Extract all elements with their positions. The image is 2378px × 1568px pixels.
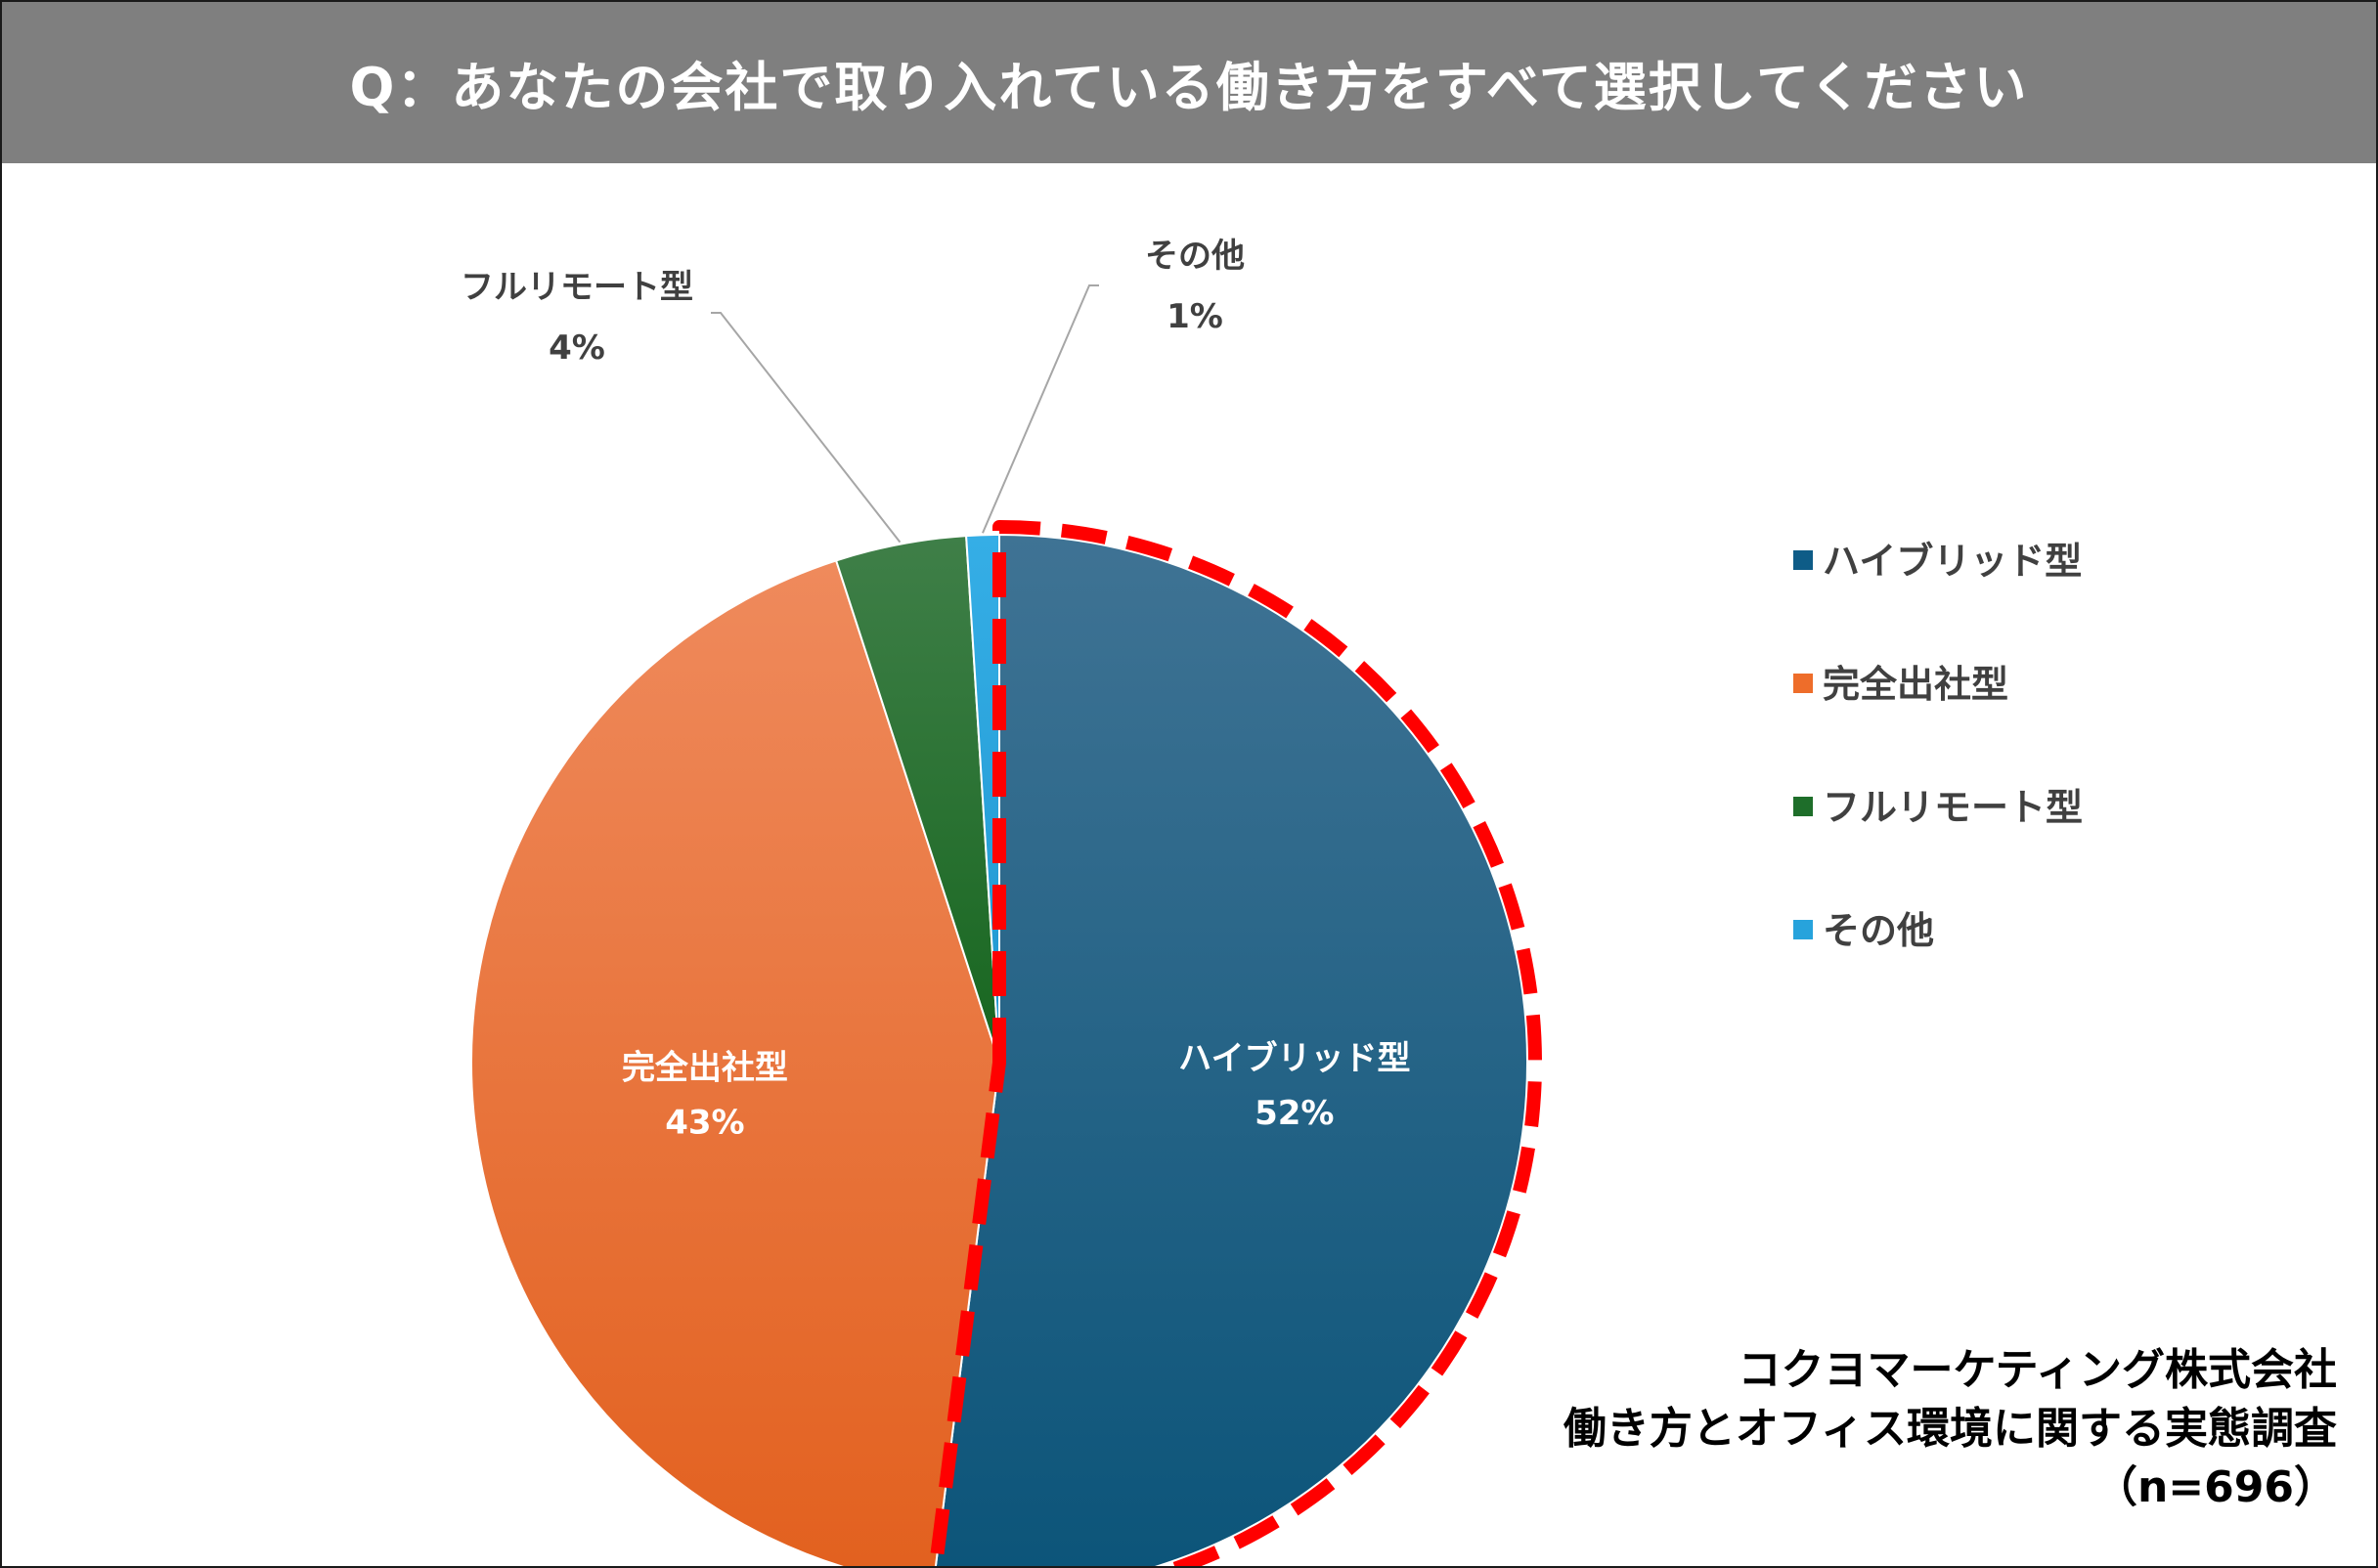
slice-label-full-remote: フルリモート型 [461, 268, 693, 307]
slice-label-other: その他 [1145, 237, 1245, 276]
slice-value-other: 1% [1167, 297, 1223, 336]
legend-swatch-full-office [1793, 674, 1813, 693]
credit-survey: 働き方とオフィス環境に関する実態調査 [1563, 1400, 2337, 1459]
legend-label-full-office: 完全出社型 [1823, 663, 2008, 706]
slice-value-full-office: 43% [665, 1103, 744, 1142]
legend-swatch-other [1793, 920, 1813, 939]
slice-label-full-office: 完全出社型 [622, 1048, 788, 1087]
slice-label-hybrid: ハイブリッド型 [1178, 1039, 1410, 1078]
legend-label-full-remote: フルリモート型 [1823, 786, 2083, 829]
legend-swatch-full-remote [1793, 797, 1813, 816]
leader-line-full-remote [711, 313, 900, 543]
leader-line-other [983, 285, 1099, 533]
slice-value-full-remote: 4% [549, 328, 605, 368]
source-credit: コクヨマーケティング株式会社 働き方とオフィス環境に関する実態調査 （n=696… [1563, 1341, 2337, 1517]
legend-label-hybrid: ハイブリッド型 [1823, 540, 2082, 583]
credit-company: コクヨマーケティング株式会社 [1563, 1341, 2337, 1400]
slice-value-hybrid: 52% [1255, 1094, 1334, 1133]
credit-sample-size: （n=696） [1563, 1459, 2337, 1517]
legend-swatch-hybrid [1793, 550, 1813, 570]
legend-label-other: その他 [1823, 909, 1934, 952]
